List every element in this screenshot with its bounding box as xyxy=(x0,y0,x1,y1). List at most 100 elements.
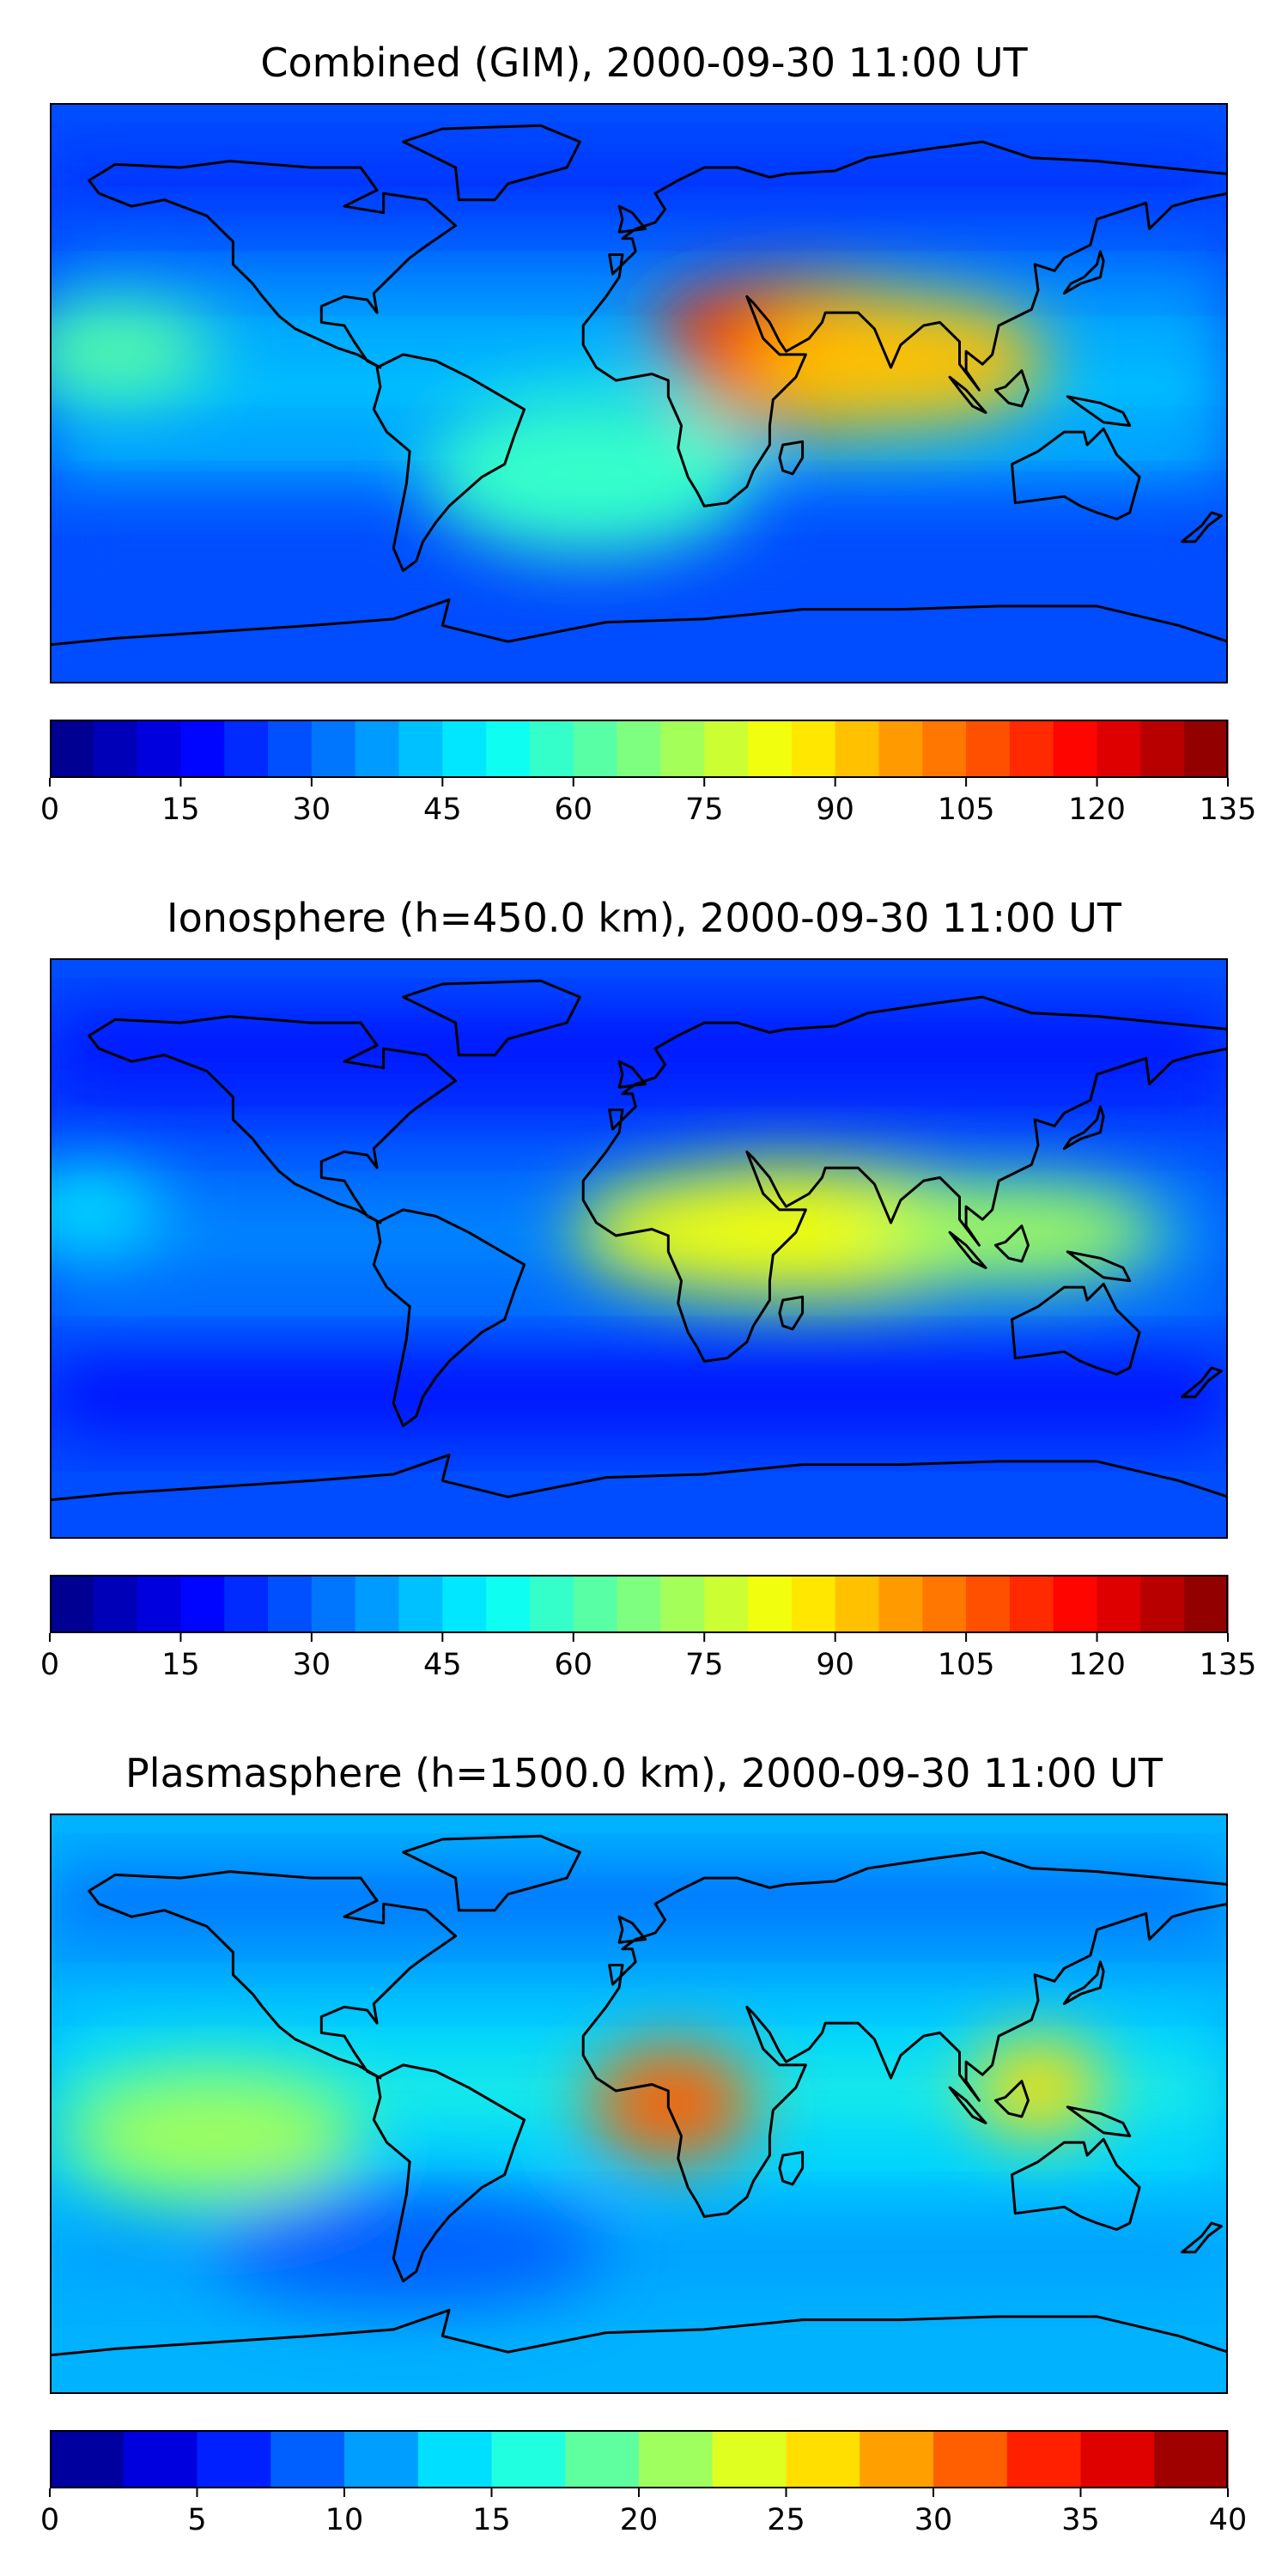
field-philippines-maximum xyxy=(972,2038,1104,2136)
colorbar-tick-label: 120 xyxy=(1068,1648,1126,1682)
coastline-north-america xyxy=(88,1015,458,1224)
colorbar-segment xyxy=(442,720,487,778)
colorbar-segment xyxy=(50,720,94,778)
coastline-new-guinea xyxy=(1066,395,1132,428)
coastline-africa-eurasia xyxy=(581,995,1228,1363)
colorbar-tick-label: 0 xyxy=(40,793,59,827)
colorbar-segment xyxy=(529,720,574,778)
colorbar-segment xyxy=(311,720,356,778)
colorbar-segment xyxy=(1053,720,1098,778)
coastline-new-zealand xyxy=(1181,2221,1223,2254)
coastline-borneo xyxy=(993,369,1030,408)
coastline-south-america xyxy=(372,2063,526,2283)
colorbar-segment xyxy=(417,2430,493,2488)
colorbar-segment xyxy=(93,1575,138,1633)
colorbar-segment xyxy=(1009,720,1054,778)
colorbar-segment xyxy=(137,1575,182,1633)
colorbar-segment xyxy=(1140,1575,1185,1633)
colorbar-segment xyxy=(224,1575,269,1633)
coastline-antarctica xyxy=(50,1453,1228,1539)
field-northern-band-equator xyxy=(50,306,214,397)
coastline-antarctica xyxy=(50,2308,1228,2394)
colorbar-tick-label: 105 xyxy=(938,1648,995,1682)
map-frame xyxy=(50,103,1228,683)
panel-title-ionosphere: Ionosphere (h=450.0 km), 2000-09-30 11:0… xyxy=(167,895,1121,941)
coastline-greenland xyxy=(402,1834,581,1912)
latitude-band-4 xyxy=(50,1274,1228,1352)
coastline-greenland xyxy=(402,124,581,202)
colorbar-segment xyxy=(922,1575,967,1633)
colorbar-segment xyxy=(197,2430,271,2488)
colorbar-tick-label: 105 xyxy=(938,793,995,827)
colorbar-tick-label: 30 xyxy=(293,1648,331,1682)
colorbar-segment xyxy=(1053,1575,1098,1633)
colorbar-tick-label: 0 xyxy=(40,1648,59,1682)
colorbar-segment xyxy=(748,720,793,778)
colorbar-tick-label: 75 xyxy=(685,793,724,827)
colorbar-tick-label: 30 xyxy=(914,2503,953,2537)
colorbar-tick-label: 45 xyxy=(423,1648,462,1682)
map-plasmasphere xyxy=(50,1814,1228,2394)
colorbar-combined: 0 15 30 45 60 75 90 105 120 135 xyxy=(40,720,1256,827)
colorbar-frame xyxy=(50,720,1228,778)
colorbar-segment xyxy=(860,2430,934,2488)
colorbar-segment xyxy=(1184,1575,1229,1633)
colorbar-segment xyxy=(180,720,225,778)
coastline-japan xyxy=(1062,250,1105,295)
coastline-africa-eurasia xyxy=(581,140,1228,507)
coastline-madagascar xyxy=(778,440,805,476)
colorbar-segment xyxy=(660,720,705,778)
colorbar-tick-label: 5 xyxy=(187,2503,206,2537)
colorbar-segment xyxy=(529,1575,574,1633)
coastline-australia xyxy=(1011,427,1141,520)
colorbar-tick-label: 30 xyxy=(293,793,331,827)
colorbar-segment xyxy=(791,1575,836,1633)
colorbar-segment xyxy=(180,1575,225,1633)
field-pacific-band xyxy=(50,1170,165,1249)
coastline-british-isles xyxy=(617,1060,647,1089)
coastline-british-isles xyxy=(617,1915,647,1944)
panel-title-plasmasphere: Plasmasphere (h=1500.0 km), 2000-09-30 1… xyxy=(125,1750,1163,1796)
colorbar-segment xyxy=(224,720,269,778)
colorbar-segment xyxy=(50,1575,94,1633)
coastline-japan xyxy=(1062,1960,1105,2006)
colorbar-segment xyxy=(573,1575,618,1633)
colorbar-segment xyxy=(878,720,923,778)
colorbar-tick-label: 15 xyxy=(472,2503,511,2537)
colorbar-segment xyxy=(1154,2430,1229,2488)
coastline-australia xyxy=(1011,2137,1141,2231)
colorbar-segment xyxy=(712,2430,787,2488)
colorbar-tick-label: 90 xyxy=(816,1648,854,1682)
colorbar-segment xyxy=(704,1575,749,1633)
colorbar-segment xyxy=(1080,2430,1155,2488)
coastline-sumatra xyxy=(948,2086,987,2124)
colorbar-segment xyxy=(50,2430,125,2488)
colorbar-tick-label: 35 xyxy=(1061,2503,1100,2537)
field-east-pacific-band xyxy=(66,2071,361,2201)
colorbar-segment xyxy=(617,720,662,778)
colorbar-frame xyxy=(50,2430,1228,2488)
colorbar-tick-label: 20 xyxy=(620,2503,659,2537)
colorbar-segment xyxy=(933,2430,1008,2488)
colorbar-tick-label: 25 xyxy=(767,2503,805,2537)
colorbar-segment xyxy=(398,1575,443,1633)
latitude-band-5 xyxy=(50,1354,1228,1433)
colorbar-segment xyxy=(922,720,967,778)
coastline-sumatra xyxy=(948,375,987,414)
colorbar-frame xyxy=(50,1575,1228,1633)
coastline-sumatra xyxy=(948,1230,987,1269)
coastline-south-america xyxy=(372,1208,526,1428)
colorbar-segment xyxy=(486,720,531,778)
coastline-south-america xyxy=(372,353,526,573)
colorbar-tick-label: 90 xyxy=(816,793,854,827)
colorbar-segment xyxy=(344,2430,419,2488)
coastline-new-guinea xyxy=(1066,2105,1132,2138)
colorbar-tick-label: 75 xyxy=(685,1648,724,1682)
colorbar-segment xyxy=(1097,1575,1141,1633)
colorbar-tick-label: 45 xyxy=(423,793,462,827)
colorbar-segment xyxy=(786,2430,860,2488)
coastline-borneo xyxy=(993,2080,1030,2118)
colorbar-segment xyxy=(704,720,749,778)
field-south-atlantic-mid xyxy=(426,393,754,555)
colorbar-tick-label: 10 xyxy=(325,2503,364,2537)
